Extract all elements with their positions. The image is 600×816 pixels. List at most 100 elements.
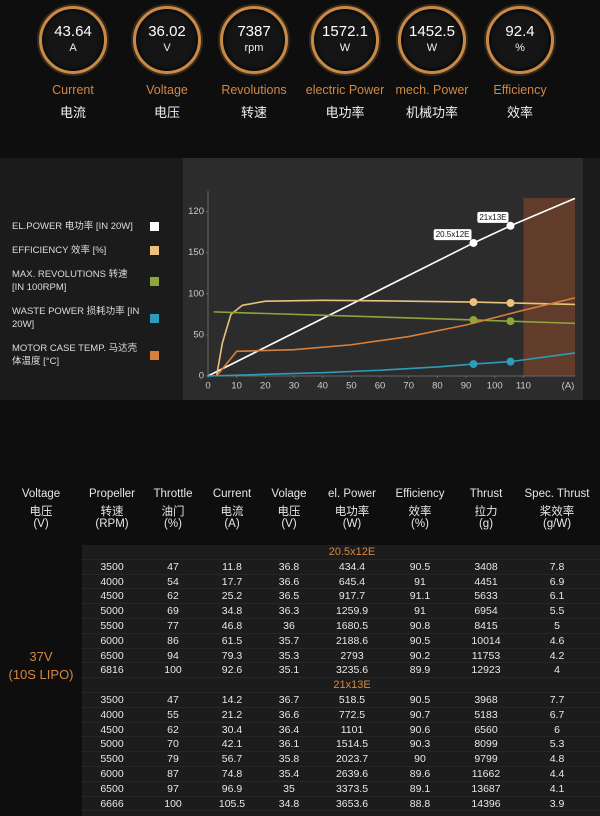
table-cell: 6666 xyxy=(100,797,124,810)
gauge-value: 43.64 xyxy=(54,23,92,40)
table-cell: 35.1 xyxy=(278,664,300,677)
gauge-label-cn: 机械功率 xyxy=(405,105,458,120)
column-header: Throttle xyxy=(153,488,193,500)
table-cell: 10014 xyxy=(471,634,501,647)
x-axis-label: (A) xyxy=(562,381,575,392)
x-tick-label: 90 xyxy=(461,381,472,392)
table-cell: 2023.7 xyxy=(335,753,369,766)
table-cell: 36.5 xyxy=(278,590,300,603)
table-cell: 6.1 xyxy=(549,590,565,603)
table-cell: 100 xyxy=(164,664,182,677)
table-cell: 90.8 xyxy=(409,620,431,632)
gauge-label: Current xyxy=(52,83,94,97)
table-cell: 77 xyxy=(167,620,179,632)
data-point xyxy=(506,317,515,326)
column-header: 电流 xyxy=(220,506,244,518)
table-cell: 8099 xyxy=(474,738,498,751)
table-cell: 5.5 xyxy=(549,605,565,618)
table-cell: 9799 xyxy=(474,753,498,766)
table-cell: 62 xyxy=(167,723,179,736)
table-cell: 4000 xyxy=(100,708,124,721)
table-cell: 14.2 xyxy=(221,694,243,706)
marker-label: 20.5x12E xyxy=(436,230,470,239)
gauge-unit: V xyxy=(163,42,171,54)
table-cell: 4500 xyxy=(100,723,124,736)
table-row xyxy=(82,560,600,575)
table-cell: 13687 xyxy=(471,782,501,795)
gauge-unit: A xyxy=(69,42,77,54)
series-line xyxy=(215,299,576,377)
table-cell: 91.1 xyxy=(409,590,431,603)
table-cell: 90 xyxy=(414,753,426,766)
table-row xyxy=(82,604,600,619)
table-row xyxy=(82,575,600,590)
table-row xyxy=(82,782,600,797)
table-cell: 6954 xyxy=(474,605,498,618)
series-line xyxy=(207,352,576,377)
legend-label: WASTE POWER 损耗功率 [IN 20W] xyxy=(12,306,140,330)
table-cell: 35 xyxy=(283,782,295,795)
column-header: 效率 xyxy=(408,506,432,518)
table-cell: 90.5 xyxy=(409,634,431,647)
table-cell: 3500 xyxy=(100,694,124,706)
legend-swatch xyxy=(150,350,159,360)
series-line xyxy=(207,197,576,377)
table-cell: 4000 xyxy=(100,575,124,588)
gauge-unit: % xyxy=(515,42,525,54)
table-row xyxy=(82,663,600,679)
table-cell: 36.1 xyxy=(278,738,300,751)
column-header: (W) xyxy=(342,518,362,530)
table-cell: 34.8 xyxy=(278,797,300,810)
table-cell: 56.7 xyxy=(221,753,243,766)
gauge-label: mech. Power xyxy=(395,83,469,97)
table-cell: 6000 xyxy=(100,768,124,780)
table-cell: 36.8 xyxy=(278,560,300,573)
x-tick-label: 0 xyxy=(205,381,210,392)
table-cell: 11662 xyxy=(471,768,501,780)
table-cell: 4451 xyxy=(474,575,498,588)
data-point xyxy=(469,238,478,247)
column-header: Propeller xyxy=(88,488,136,500)
table-cell: 518.5 xyxy=(338,694,366,706)
gauge: 7387 rpm xyxy=(220,6,288,74)
column-header: (%) xyxy=(411,518,429,530)
gauge-label-cn: 电压 xyxy=(153,105,180,120)
gauge-label-cn: 电功率 xyxy=(325,105,365,120)
data-point xyxy=(506,357,515,366)
column-header: Efficiency xyxy=(395,488,445,500)
table-cell: 47 xyxy=(167,560,179,573)
table-row xyxy=(82,797,600,812)
table-cell: 6500 xyxy=(100,782,124,795)
table-cell: 17.7 xyxy=(221,575,243,588)
y-tick-label: 150 xyxy=(188,247,204,258)
marker-label-box xyxy=(433,229,472,241)
series-line xyxy=(215,297,576,377)
gauge-label: Revolutions xyxy=(221,83,287,97)
voltage-label: (10S LIPO) xyxy=(8,667,74,682)
table-cell: 91 xyxy=(414,605,426,618)
table-cell: 6.9 xyxy=(549,575,565,588)
gauge: 1572.1 W xyxy=(311,6,379,74)
data-point xyxy=(469,298,478,307)
table-cell: 4.2 xyxy=(549,649,565,662)
table-cell: 1514.5 xyxy=(335,738,369,751)
table-cell: 34.8 xyxy=(221,605,243,618)
table-cell: 42.1 xyxy=(221,738,243,751)
column-header: 电压 xyxy=(277,506,301,518)
table-cell: 4 xyxy=(554,664,560,677)
gauge-value: 92.4 xyxy=(505,23,535,40)
legend-item: EL.POWER 电功率 [IN 20W] xyxy=(12,220,172,233)
table-row xyxy=(82,723,600,738)
table-cell: 92.6 xyxy=(221,664,243,677)
gauge-unit: W xyxy=(339,42,351,54)
y-tick-label: 0 xyxy=(199,371,204,382)
table-cell: 5 xyxy=(554,620,560,632)
x-tick-label: 60 xyxy=(375,381,386,392)
table-cell: 97 xyxy=(167,782,179,795)
plot-background xyxy=(183,158,583,400)
legend-label: MOTOR CASE TEMP. 马达壳体温度 [°C] xyxy=(12,343,138,367)
chart-panel: EL.POWER 电功率 [IN 20W] EFFICIENCY 效率 [%] MA… xyxy=(0,158,600,400)
table-cell: 90.2 xyxy=(409,649,431,662)
table-cell: 1101 xyxy=(340,723,364,736)
